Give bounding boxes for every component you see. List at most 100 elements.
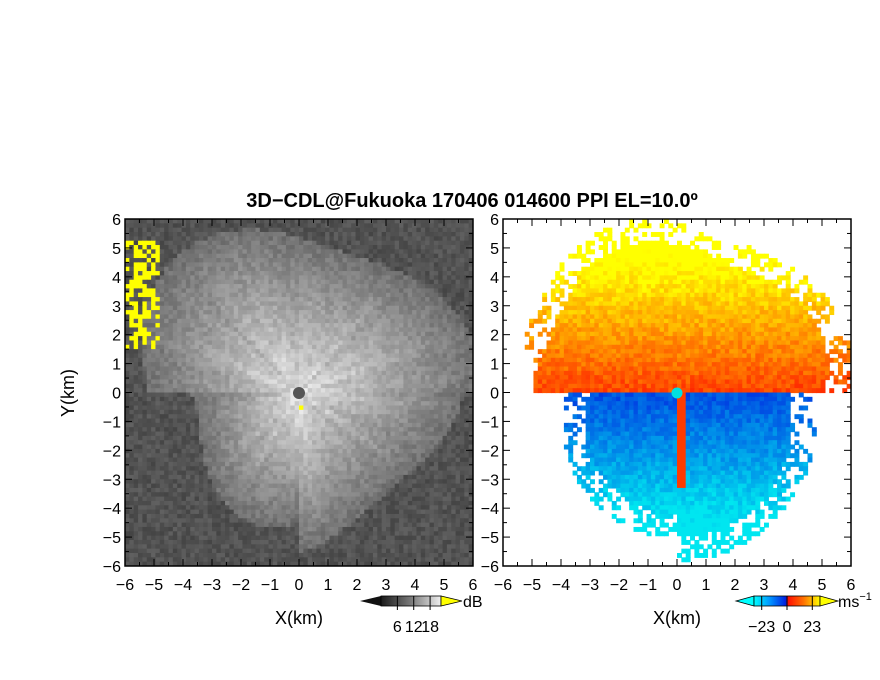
snr-cell bbox=[129, 275, 135, 281]
snr-cell bbox=[338, 370, 344, 376]
snr-cell bbox=[412, 227, 418, 233]
snr-cell bbox=[185, 249, 191, 255]
snr-cell bbox=[190, 366, 196, 372]
snr-cell bbox=[338, 474, 344, 480]
snr-cell bbox=[233, 245, 239, 250]
snr-cell bbox=[242, 275, 248, 281]
snr-cell bbox=[364, 353, 370, 359]
snr-cell bbox=[155, 336, 161, 342]
snr-cell bbox=[351, 474, 357, 480]
snr-cell bbox=[212, 362, 217, 368]
snr-cell bbox=[468, 249, 473, 255]
snr-cell bbox=[390, 431, 396, 437]
snr-cell bbox=[320, 223, 326, 229]
snr-cell bbox=[359, 297, 365, 303]
snr-cell bbox=[433, 405, 439, 411]
snr-cell bbox=[359, 375, 365, 381]
snr-cell bbox=[329, 236, 335, 242]
snr-cell bbox=[285, 323, 291, 329]
snr-cell bbox=[429, 470, 435, 476]
snr-cell bbox=[255, 323, 261, 329]
snr-cell bbox=[342, 461, 348, 467]
snr-cell bbox=[368, 232, 374, 237]
snr-cell bbox=[425, 232, 431, 237]
snr-cell bbox=[364, 266, 370, 272]
snr-cell bbox=[168, 227, 174, 233]
snr-cell bbox=[464, 392, 470, 398]
snr-cell bbox=[155, 466, 161, 472]
snr-cell bbox=[329, 448, 335, 454]
snr-cell bbox=[446, 401, 452, 407]
snr-cell bbox=[133, 427, 139, 433]
snr-cell bbox=[320, 262, 326, 268]
snr-cell bbox=[390, 379, 396, 385]
snr-cell bbox=[394, 223, 400, 229]
snr-cell bbox=[312, 227, 317, 233]
snr-cell bbox=[220, 227, 226, 233]
snr-cell bbox=[338, 227, 344, 233]
snr-cell bbox=[416, 405, 422, 411]
snr-cell bbox=[216, 474, 222, 480]
snr-cell bbox=[190, 392, 196, 398]
snr-cell bbox=[364, 405, 370, 411]
snr-cell bbox=[359, 431, 365, 437]
snr-cell bbox=[233, 301, 239, 307]
snr-cell bbox=[251, 483, 257, 489]
snr-cell bbox=[333, 253, 339, 259]
snr-cell bbox=[146, 284, 152, 289]
snr-cell bbox=[233, 349, 239, 355]
snr-cell bbox=[246, 253, 252, 259]
snr-cell bbox=[133, 479, 139, 485]
snr-cell bbox=[207, 366, 213, 372]
snr-cell bbox=[355, 375, 361, 381]
snr-cell bbox=[412, 318, 418, 324]
snr-cell bbox=[407, 448, 413, 454]
snr-cell bbox=[338, 240, 344, 246]
snr-cell bbox=[364, 223, 370, 229]
snr-cell bbox=[455, 323, 461, 329]
snr-cell bbox=[325, 288, 331, 294]
snr-cell bbox=[359, 349, 365, 355]
snr-cell bbox=[133, 271, 139, 276]
snr-cell bbox=[216, 284, 222, 289]
snr-cell bbox=[133, 266, 139, 272]
snr-cell bbox=[446, 253, 452, 259]
snr-cell bbox=[151, 427, 157, 433]
snr-cell bbox=[238, 340, 244, 346]
snr-cell bbox=[351, 375, 357, 381]
snr-cell bbox=[394, 435, 400, 441]
snr-cell bbox=[420, 422, 426, 428]
snr-cell bbox=[281, 474, 287, 480]
snr-cell bbox=[203, 318, 209, 324]
snr-cell bbox=[255, 245, 261, 250]
snr-cell bbox=[394, 461, 400, 467]
snr-cell bbox=[216, 379, 222, 385]
snr-cell bbox=[333, 301, 339, 307]
snr-cell bbox=[455, 418, 461, 424]
snr-cell bbox=[268, 444, 274, 450]
snr-cell bbox=[468, 362, 473, 368]
snr-cell bbox=[364, 323, 370, 329]
snr-cell bbox=[146, 392, 152, 398]
snr-cell bbox=[364, 383, 370, 389]
snr-cell bbox=[368, 422, 374, 428]
snr-cell bbox=[468, 223, 473, 229]
snr-cell bbox=[259, 383, 265, 389]
snr-cell bbox=[312, 383, 317, 389]
snr-cell bbox=[459, 336, 465, 342]
snr-cell bbox=[403, 379, 409, 385]
snr-cell bbox=[446, 414, 452, 420]
snr-cell bbox=[268, 340, 274, 346]
snr-cell bbox=[455, 370, 461, 376]
snr-cell bbox=[303, 483, 309, 489]
snr-cell bbox=[233, 323, 239, 329]
snr-cell bbox=[416, 262, 422, 268]
snr-cell bbox=[159, 271, 165, 276]
snr-cell bbox=[368, 453, 374, 459]
snr-cell bbox=[403, 275, 409, 281]
snr-cell bbox=[355, 405, 361, 411]
snr-cell bbox=[125, 474, 130, 480]
snr-cell bbox=[125, 284, 130, 289]
snr-cell bbox=[220, 245, 226, 250]
snr-cell bbox=[412, 435, 418, 441]
